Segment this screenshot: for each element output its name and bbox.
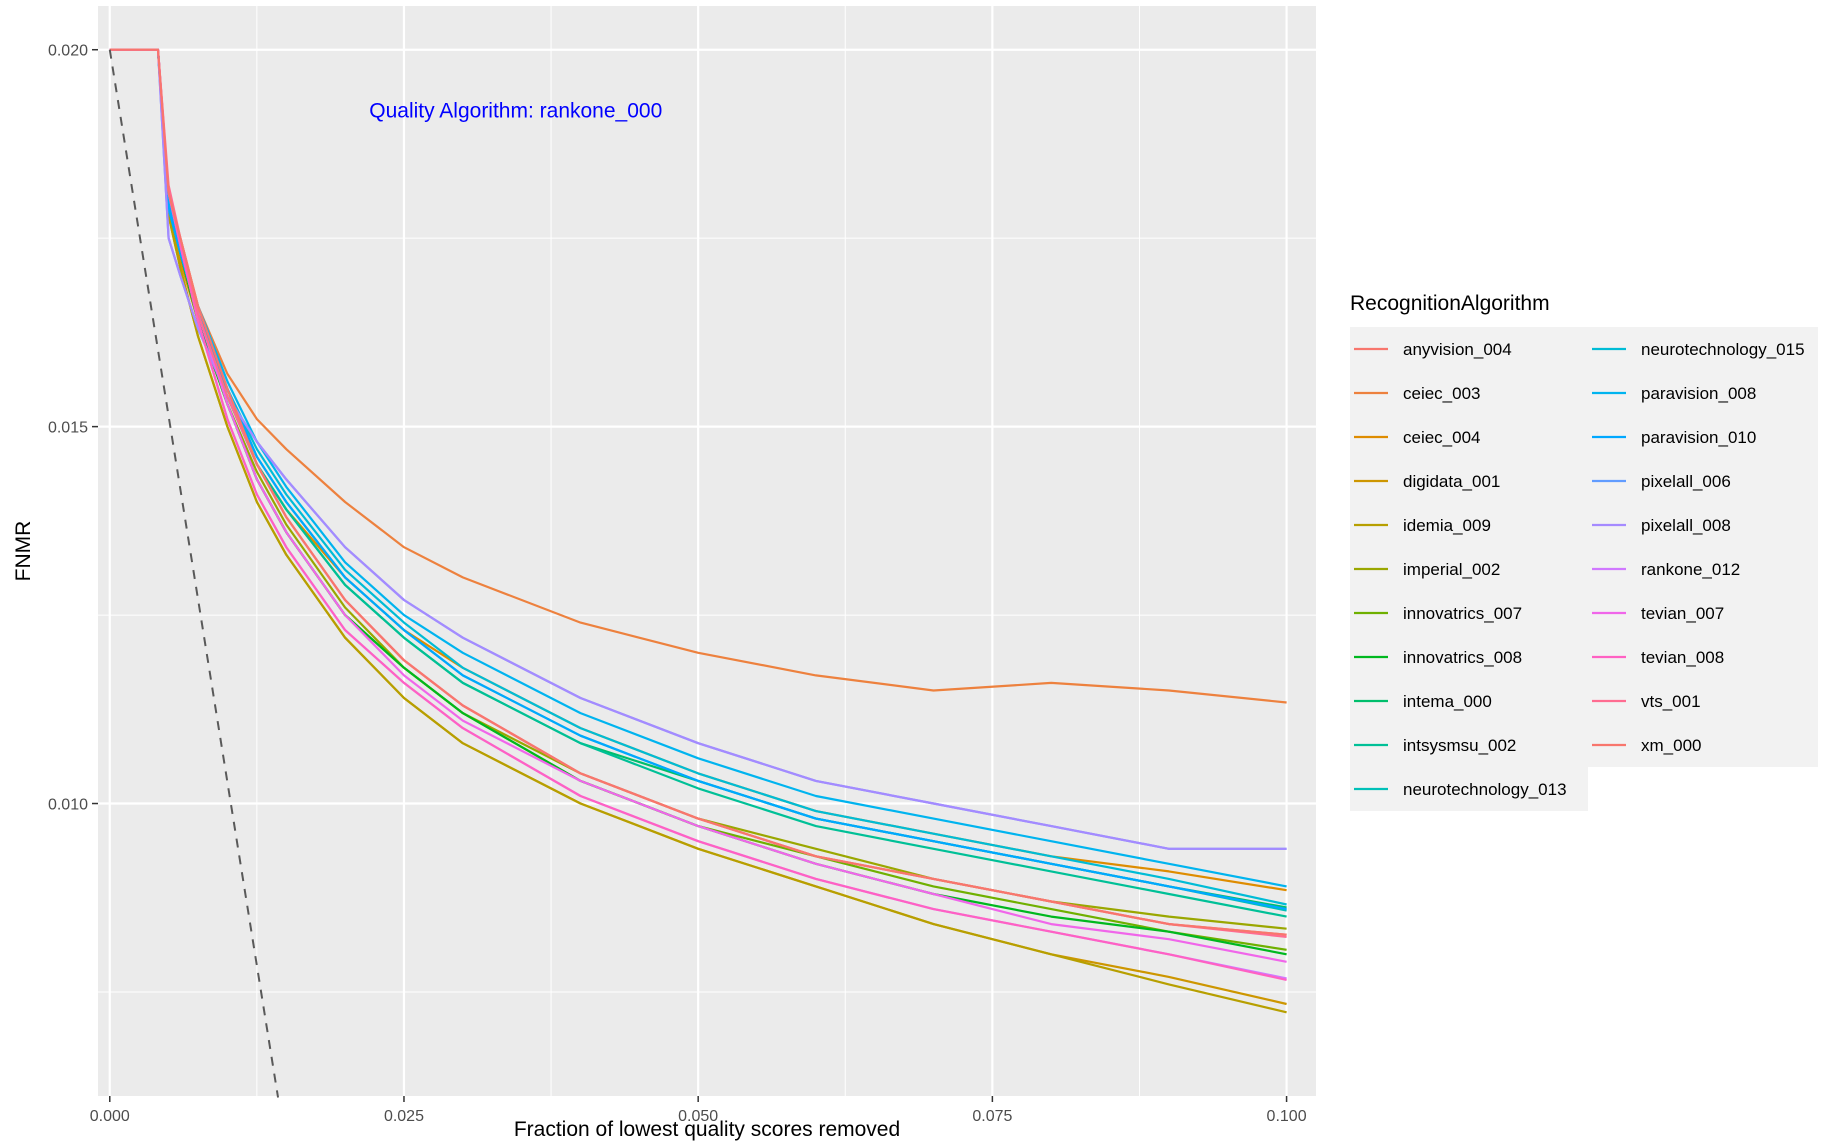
legend-label: ceiec_003 <box>1403 384 1481 403</box>
legend-item-paravision_008: paravision_008 <box>1592 384 1756 403</box>
plot-panel <box>98 6 1316 1096</box>
x-tick-label: 0.025 <box>384 1108 424 1125</box>
legend-label: neurotechnology_013 <box>1403 780 1567 799</box>
series-layer <box>109 48 1287 1014</box>
legend-label: vts_001 <box>1641 692 1701 711</box>
x-tick-label: 0.100 <box>1267 1108 1307 1125</box>
y-tick-label: 0.010 <box>48 797 88 814</box>
series-line-xm_000 <box>109 48 1287 936</box>
legend-label: intsysmsu_002 <box>1403 736 1516 755</box>
legend-item-rankone_012: rankone_012 <box>1592 560 1740 579</box>
legend-label: ceiec_004 <box>1403 428 1481 447</box>
legend-item-ceiec_003: ceiec_003 <box>1354 384 1481 403</box>
y-axis-ticks: 0.010 0.015 0.020 <box>48 43 98 814</box>
legend-item-anyvision_004: anyvision_004 <box>1354 340 1512 359</box>
y-tick-label: 0.020 <box>48 43 88 60</box>
legend-label: imperial_002 <box>1403 560 1500 579</box>
y-axis-title: FNMR <box>12 521 35 582</box>
x-axis-title: Fraction of lowest quality scores remove… <box>514 1118 900 1141</box>
legend-label: tevian_008 <box>1641 648 1724 667</box>
legend-item-neurotechnology_015: neurotechnology_015 <box>1592 340 1805 359</box>
legend-column-bg <box>1350 327 1588 811</box>
legend-item-ceiec_004: ceiec_004 <box>1354 428 1481 447</box>
legend-item-vts_001: vts_001 <box>1592 692 1701 711</box>
legend-item-neurotechnology_013: neurotechnology_013 <box>1354 780 1567 799</box>
legend-item-idemia_009: idemia_009 <box>1354 516 1491 535</box>
x-tick-label: 0.075 <box>972 1108 1012 1125</box>
legend-item-innovatrics_007: innovatrics_007 <box>1354 604 1522 623</box>
legend-label: paravision_010 <box>1641 428 1756 447</box>
legend-label: idemia_009 <box>1403 516 1491 535</box>
legend-label: xm_000 <box>1641 736 1701 755</box>
x-axis-ticks: 0.000 0.025 0.050 0.075 0.100 <box>90 1096 1307 1125</box>
legend-label: pixelall_006 <box>1641 472 1731 491</box>
series-line-pixelall_008 <box>109 48 1287 850</box>
x-tick-label: 0.050 <box>678 1108 718 1125</box>
series-line-paravision_010 <box>109 48 1287 911</box>
y-tick-label: 0.015 <box>48 420 88 437</box>
legend-item-xm_000: xm_000 <box>1592 736 1701 755</box>
legend-item-imperial_002: imperial_002 <box>1354 560 1500 579</box>
legend-item-tevian_008: tevian_008 <box>1592 648 1724 667</box>
legend-label: digidata_001 <box>1403 472 1500 491</box>
legend-label: anyvision_004 <box>1403 340 1512 359</box>
legend-item-paravision_010: paravision_010 <box>1592 428 1756 447</box>
legend-item-innovatrics_008: innovatrics_008 <box>1354 648 1522 667</box>
legend: anyvision_004 ceiec_003 ceiec_004 digidata_… <box>1350 327 1818 811</box>
legend-item-pixelall_008: pixelall_008 <box>1592 516 1731 535</box>
x-tick-label: 0.000 <box>90 1108 130 1125</box>
legend-item-intsysmsu_002: intsysmsu_002 <box>1354 736 1516 755</box>
legend-label: innovatrics_007 <box>1403 604 1522 623</box>
legend-item-pixelall_006: pixelall_006 <box>1592 472 1731 491</box>
legend-item-tevian_007: tevian_007 <box>1592 604 1724 623</box>
legend-label: innovatrics_008 <box>1403 648 1522 667</box>
quality-algorithm-annotation: Quality Algorithm: rankone_000 <box>369 100 662 123</box>
legend-label: tevian_007 <box>1641 604 1724 623</box>
series-line-idemia_009 <box>109 48 1287 1014</box>
minor-gridlines <box>98 6 1316 1096</box>
legend-column-bg <box>1588 327 1818 767</box>
legend-label: neurotechnology_015 <box>1641 340 1805 359</box>
reference-dashed-line <box>108 49 280 1098</box>
major-gridlines <box>98 6 1316 1096</box>
legend-item-intema_000: intema_000 <box>1354 692 1492 711</box>
legend-label: intema_000 <box>1403 692 1492 711</box>
legend-label: paravision_008 <box>1641 384 1756 403</box>
series-line-tevian_008 <box>109 48 1287 981</box>
legend-title: RecognitionAlgorithm <box>1350 292 1550 315</box>
legend-item-digidata_001: digidata_001 <box>1354 472 1500 491</box>
legend-label: rankone_012 <box>1641 560 1740 579</box>
legend-label: pixelall_008 <box>1641 516 1731 535</box>
